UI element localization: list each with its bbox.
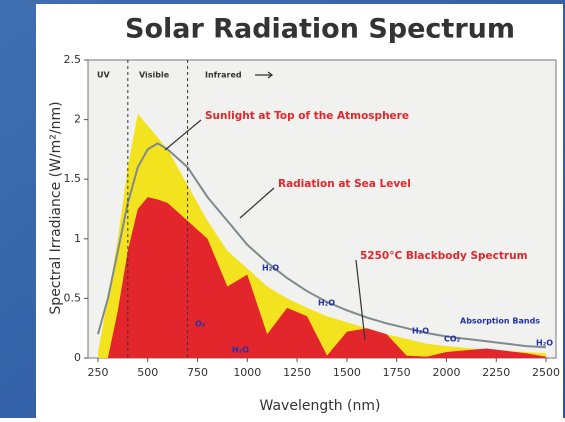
pointer [164, 119, 202, 151]
series-label: Radiation at Sea Level [278, 178, 411, 190]
y-tick-label: 0.5 [64, 291, 82, 304]
y-axis-label: Spectral Irradiance (W/m²/nm) [48, 101, 64, 314]
x-axis-label: Wavelength (nm) [260, 398, 381, 414]
x-tick-label: 2000 [432, 366, 460, 379]
annotation: Infrared [205, 71, 242, 80]
x-tick-label: 2250 [482, 366, 510, 379]
annotation: H₂O [232, 346, 249, 355]
y-tick-label: 2 [74, 113, 81, 126]
y-tick-label: 1 [74, 232, 81, 245]
pointer [239, 187, 275, 219]
x-tick-label: 1750 [383, 366, 411, 379]
infrared-arrow [255, 71, 274, 79]
annotation: UV [97, 71, 110, 80]
annotation: Absorption Bands [460, 317, 540, 326]
chart-title: Solar Radiation Spectrum [125, 14, 515, 45]
x-tick-label: 500 [137, 366, 158, 379]
x-tick-label: 1000 [233, 366, 261, 379]
y-tick-label: 0 [74, 351, 81, 364]
area [98, 197, 546, 358]
x-tick-label: 1250 [283, 366, 311, 379]
annotation: H₂O [318, 299, 335, 308]
annotation: H₂O [412, 327, 429, 336]
x-tick-label: 2500 [532, 366, 560, 379]
annotation: H₂O [262, 264, 279, 273]
series-label: 5250°C Blackbody Spectrum [360, 250, 528, 262]
annotation: Visible [139, 71, 170, 80]
line [97, 142, 547, 349]
annotation: O₂ [195, 320, 206, 329]
pointer [355, 259, 366, 341]
annotation: H₂O [536, 339, 553, 348]
x-tick-label: 250 [87, 366, 108, 379]
x-tick-label: 1500 [333, 366, 361, 379]
x-tick-label: 750 [187, 366, 208, 379]
y-tick-label: 1.5 [64, 172, 82, 185]
series-label: Sunlight at Top of the Atmosphere [205, 110, 409, 122]
annotation: CO₂ [444, 335, 461, 344]
y-tick-label: 2.5 [64, 53, 82, 66]
